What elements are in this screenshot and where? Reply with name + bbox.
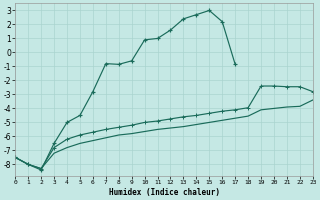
X-axis label: Humidex (Indice chaleur): Humidex (Indice chaleur) — [108, 188, 220, 197]
